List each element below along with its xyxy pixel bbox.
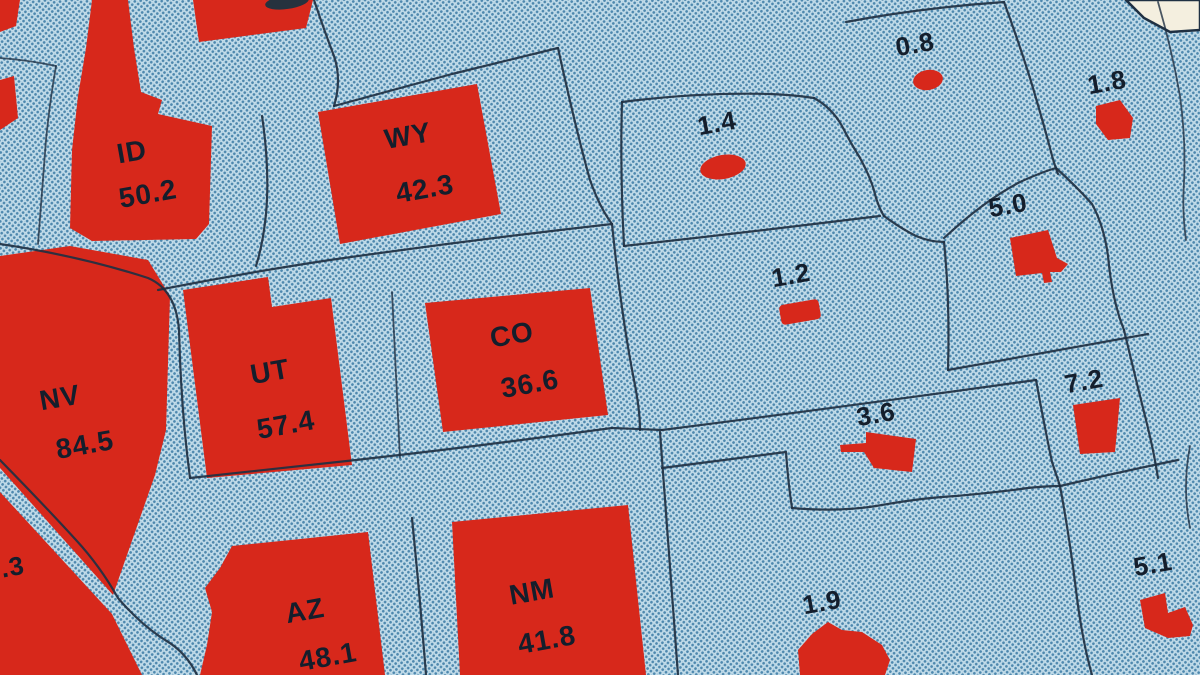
- state-value-kansas: 1.2: [769, 257, 813, 293]
- value-marker-oklahoma: [840, 432, 916, 472]
- value-marker-nebraska: [700, 154, 746, 180]
- value-marker-missouri: [1010, 230, 1068, 283]
- value-marker-texas-partial: [798, 622, 890, 675]
- state-value-nebraska: 1.4: [695, 105, 739, 141]
- border-texas-louisiana: [1058, 484, 1094, 675]
- border-idaho-montana: [312, 0, 340, 108]
- value-marker-iowa: [913, 69, 943, 91]
- state-value-oklahoma: 3.6: [854, 396, 898, 432]
- state-shape-montana-partial: [193, 0, 313, 42]
- border-nevada-utah: [0, 242, 192, 480]
- border-oklahoma-panhandle: [660, 450, 794, 510]
- border-mississippi-river-iowa: [1002, 0, 1060, 176]
- border-utah-colorado: [391, 291, 401, 459]
- state-value-california-partial: 5.3: [0, 550, 27, 586]
- border-fourcorner-junction: [610, 426, 664, 432]
- border-arizona-newmexico: [410, 516, 428, 675]
- border-idaho-wyoming: [254, 114, 269, 268]
- border-wyoming-south: [156, 222, 614, 292]
- state-shape-oregon-fragment-1: [0, 0, 20, 32]
- value-marker-kansas: [779, 299, 821, 325]
- lake-shape: [1124, 0, 1200, 34]
- border-oregon-fragment-h: [0, 57, 57, 67]
- border-iowa-missouri: [942, 166, 1058, 240]
- state-shape-california-partial: [0, 492, 142, 675]
- state-shape-wyoming: [318, 84, 501, 244]
- state-shape-arizona: [200, 532, 385, 675]
- border-nebraska-north: [620, 92, 816, 104]
- border-mississippi-river-arkansas: [1122, 328, 1160, 480]
- state-shape-colorado: [425, 288, 608, 432]
- state-value-iowa: 0.8: [893, 26, 937, 62]
- border-missouri-river: [812, 96, 886, 218]
- state-shape-new-mexico: [452, 505, 646, 675]
- partial-text-fragment-montana: [265, 0, 309, 10]
- state-shape-oregon-fragment-2: [0, 76, 18, 130]
- state-abbr-idaho: ID: [114, 134, 149, 170]
- border-missouri-arkansas: [946, 332, 1150, 372]
- border-nebraska-west: [620, 100, 626, 248]
- state-abbr-nevada: NV: [37, 379, 83, 417]
- border-utah-arizona-colorado-newmexico: [188, 426, 614, 480]
- border-kansascity-river: [882, 214, 946, 244]
- border-missouri-west: [942, 240, 950, 372]
- state-shape-utah: [183, 277, 352, 478]
- border-mississippi-river-missouri: [1054, 166, 1126, 332]
- border-river-right-edge: [1185, 445, 1191, 529]
- border-arkansas-louisiana: [1058, 458, 1180, 488]
- border-newmexico-texas: [658, 430, 680, 675]
- border-red-river: [790, 484, 1062, 511]
- border-kansas-oklahoma: [660, 378, 1038, 432]
- state-value-louisiana: 5.1: [1131, 546, 1175, 582]
- value-marker-illinois: [1096, 100, 1133, 140]
- state-value-arkansas: 7.2: [1062, 363, 1106, 399]
- state-value-illinois: 1.8: [1085, 64, 1129, 100]
- border-oklahoma-arkansas: [1034, 378, 1062, 488]
- border-california-nevada-arizona: [0, 458, 199, 675]
- state-abbr-colorado: CO: [488, 315, 537, 353]
- border-oregon-idaho: [37, 65, 57, 245]
- state-abbr-arizona: AZ: [283, 592, 327, 629]
- border-wyoming-east: [556, 46, 614, 226]
- state-abbr-utah: UT: [248, 353, 292, 390]
- state-value-texas: 1.9: [800, 584, 844, 620]
- border-nebraska-kansas: [622, 214, 882, 248]
- value-marker-louisiana: [1140, 593, 1193, 638]
- border-iowa-north: [844, 0, 1006, 24]
- value-marker-arkansas: [1073, 398, 1120, 454]
- border-illinois-east: [1157, 1, 1187, 241]
- state-shape-idaho: [70, 0, 212, 241]
- border-montana-wyoming: [332, 46, 560, 108]
- state-value-missouri: 5.0: [986, 187, 1030, 223]
- state-shape-nevada: [0, 246, 170, 595]
- border-colorado-kansas: [610, 222, 642, 432]
